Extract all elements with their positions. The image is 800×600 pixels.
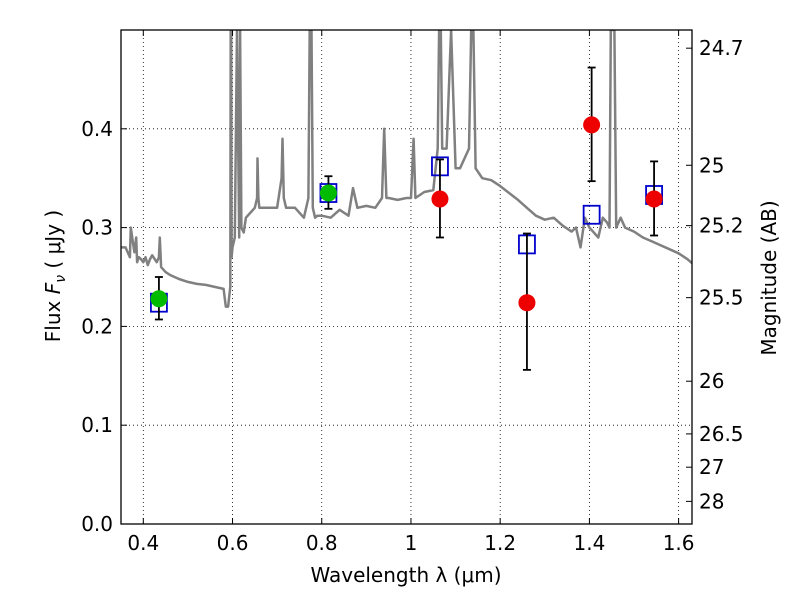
x-tick-label: 0.6 [217, 531, 249, 555]
spectrum-line [121, 30, 692, 308]
y2-tick-label: 25.2 [699, 214, 744, 238]
y2-tick-label: 25.5 [699, 286, 744, 310]
y-axis-label: Flux Fν ( μJy ) [41, 210, 69, 342]
x-tick-label: 1.4 [573, 531, 605, 555]
y-axis-label-subscript: ν [53, 275, 69, 283]
y2-tick-label: 26.5 [699, 422, 744, 446]
y2-tick-label: 26 [699, 369, 724, 393]
x-tick-label: 1 [405, 531, 418, 555]
x-tick-label: 0.4 [127, 531, 159, 555]
gridlines [121, 30, 692, 525]
y-tick-label: 0.1 [81, 413, 113, 437]
observed-circle-marker [583, 116, 601, 134]
observed-circle-marker [431, 190, 449, 208]
model-square-marker [582, 204, 601, 225]
y-axis-label-suffix: ( μJy ) [41, 210, 65, 275]
x-axis-label: Wavelength λ (μm) [310, 563, 501, 587]
y-axis-label-prefix: Flux [41, 294, 65, 342]
tick-layer: 0.4 0.6 0.8 1 1.2 1.4 1.6 0.0 0.1 0.2 0.3 0.4 24.7 25… [81, 30, 744, 555]
y-axis-label-symbol: F [41, 282, 65, 294]
observed-circle-marker [150, 290, 168, 308]
x-tick-label: 0.8 [306, 531, 338, 555]
y-tick-label: 0.0 [81, 512, 113, 536]
y2-tick-label: 24.7 [699, 36, 744, 60]
spectrum-layer [121, 30, 692, 308]
plot-frame-rect [120, 29, 693, 525]
y2-tick-label: 28 [699, 489, 724, 513]
y2-axis-label: Magnitude (AB) [757, 200, 781, 355]
plot-frame [120, 29, 693, 525]
x-tick-label: 1.6 [663, 531, 695, 555]
y2-tick-label: 27 [699, 455, 724, 479]
observed-circle-marker [645, 190, 663, 208]
observed-circle-marker [319, 184, 337, 202]
y-tick-label: 0.3 [81, 216, 113, 240]
photometry-points [150, 66, 663, 371]
y-tick-label: 0.2 [81, 314, 113, 338]
y2-tick-label: 25 [699, 153, 724, 177]
y-tick-label: 0.4 [81, 117, 113, 141]
x-tick-label: 1.2 [484, 531, 516, 555]
observed-circle-marker [518, 294, 536, 312]
